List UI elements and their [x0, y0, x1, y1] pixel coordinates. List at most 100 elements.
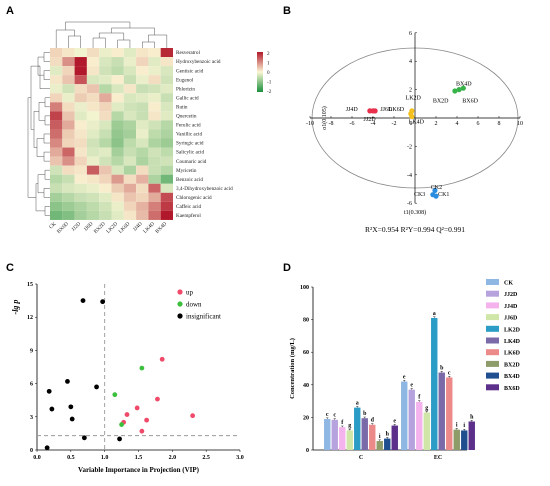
heatmap-column-label: LK6D — [118, 221, 132, 235]
legend-swatch — [486, 325, 499, 332]
heatmap-cell — [86, 192, 100, 202]
dendrogram-branch — [68, 35, 81, 48]
heatmap-cell — [123, 192, 137, 202]
heatmap-cell — [99, 84, 112, 94]
score-point — [408, 111, 414, 117]
panel-b-letter: B — [283, 5, 291, 17]
heatmap-cell — [111, 48, 124, 58]
bar — [416, 401, 423, 450]
y-axis-title: -lg p — [11, 300, 20, 315]
heatmap-cell — [99, 210, 112, 220]
significance-letter: g — [425, 405, 428, 411]
x-tick-label: -8 — [329, 121, 334, 127]
heatmap-cell — [74, 192, 87, 202]
heatmap-column-label: BX4D — [154, 221, 168, 235]
heatmap-cell — [136, 147, 149, 157]
heatmap-cell — [123, 201, 137, 211]
y-axis-title: Concentration (mg/L) — [289, 338, 296, 399]
bar — [324, 419, 331, 450]
significance-letter: a — [433, 311, 436, 317]
legend-marker — [177, 289, 183, 295]
heatmap-cell — [74, 174, 87, 184]
y-tick-label: 3 — [30, 415, 33, 421]
heatmap-cell — [148, 129, 161, 139]
heatmap-cell — [148, 66, 161, 76]
heatmap-cell — [62, 192, 75, 202]
heatmap-cell — [123, 165, 137, 175]
y-tick-label: 100 — [300, 285, 309, 291]
legend-label: down — [186, 301, 202, 309]
heatmap-cell — [50, 120, 63, 130]
heatmap-cell — [111, 129, 124, 139]
heatmap-cells — [50, 48, 173, 220]
heatmap-cell — [99, 75, 112, 85]
dendrogram-branch — [33, 111, 39, 148]
heatmap-cell — [74, 102, 87, 112]
x-tick-label: 4 — [456, 121, 459, 127]
vip-scatter-legend: up down insignificant — [177, 289, 221, 321]
heatmap-cell — [86, 120, 100, 130]
heatmap-cell — [111, 201, 124, 211]
legend-label: up — [186, 289, 194, 297]
x-tick-label: 10 — [517, 121, 523, 127]
heatmap-cell — [148, 210, 161, 220]
x-tick-label: 2.0 — [169, 455, 177, 461]
heatmap-row-label: Myricetin — [176, 168, 197, 174]
vip-point — [100, 299, 106, 305]
heatmap-cell — [160, 210, 173, 220]
heatmap-cell — [111, 75, 124, 85]
heatmap-cell — [50, 75, 63, 85]
y-tick-label: 15 — [27, 282, 33, 288]
vip-point — [69, 416, 75, 422]
legend-label: CK — [504, 281, 513, 287]
heatmap-cell — [123, 138, 137, 148]
heatmap-row-label: 3,4-Dihydroxybenzoic acid — [176, 186, 233, 192]
heatmap-cell — [160, 57, 173, 67]
heatmap-cell — [86, 147, 100, 157]
heatmap-cell — [123, 93, 137, 103]
heatmap-cell — [123, 57, 137, 67]
heatmap-cell — [99, 201, 112, 211]
legend-tick-label: -2 — [267, 89, 272, 95]
bar — [331, 419, 338, 450]
heatmap-row-label: Chlorogenic acid — [176, 195, 212, 201]
heatmap-row-label: Eugenol — [176, 77, 194, 83]
heatmap-cell — [62, 138, 75, 148]
legend-swatch — [486, 384, 499, 391]
heatmap-cell — [148, 192, 161, 202]
bar — [346, 430, 353, 450]
heatmap-cell — [111, 66, 124, 76]
heatmap-cell — [148, 48, 161, 58]
heatmap-cell — [50, 192, 63, 202]
significance-letter: i — [379, 434, 381, 440]
heatmap-cell — [148, 174, 161, 184]
heatmap-cell — [148, 84, 161, 94]
dendrogram-branch — [111, 27, 155, 35]
heatmap-cell — [86, 93, 100, 103]
heatmap-column-label: JJ2D — [71, 221, 83, 233]
dendrogram-branch — [43, 188, 50, 198]
heatmap-cell — [111, 183, 124, 193]
vip-point — [139, 428, 145, 434]
vip-point — [119, 422, 124, 427]
heatmap-cell — [50, 102, 63, 112]
legend-swatch — [486, 349, 499, 356]
heatmap-column-label: JJ4D — [132, 221, 144, 233]
y-axis-title: o1(0.105) — [321, 106, 328, 130]
dendrogram-branch — [44, 169, 50, 180]
heatmap-cell — [123, 111, 137, 121]
heatmap-cell — [148, 75, 161, 85]
bar — [369, 424, 376, 450]
heatmap-cell — [50, 174, 63, 184]
heatmap-cell — [160, 120, 173, 130]
heatmap-cell — [62, 102, 75, 112]
heatmap-cell — [50, 48, 63, 58]
heatmap-cell — [136, 156, 149, 166]
heatmap-cell — [74, 75, 87, 85]
heatmap-cell — [111, 84, 124, 94]
heatmap-column-label: CK — [48, 221, 58, 231]
model-metrics-text: R²X=0.954 R²Y=0.994 Q²=0.991 — [365, 225, 465, 234]
heatmap-cell — [74, 201, 87, 211]
vip-scatter-axes: 0.0 0.5 1.0 1.5 2.0 2.5 3.0 0 3 6 9 12 15 Variable Im… — [11, 282, 244, 474]
vip-point — [65, 378, 70, 384]
